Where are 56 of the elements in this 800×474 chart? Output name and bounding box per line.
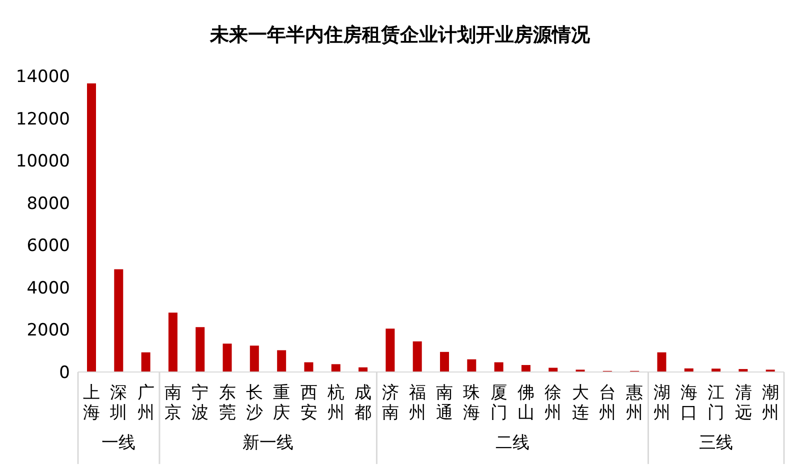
bar: [657, 352, 666, 372]
x-tick-label: 广州: [137, 383, 154, 423]
x-tick-label: 厦门: [490, 383, 508, 423]
x-tick-label: 江门: [708, 383, 725, 423]
bar: [250, 346, 259, 372]
x-tick-label: 清远: [734, 383, 752, 423]
x-tick-label: 台州: [599, 383, 616, 423]
y-tick-label: 14000: [16, 67, 70, 88]
x-tick-label: 佛山: [518, 383, 535, 423]
x-tick-label: 成都: [354, 383, 372, 423]
y-tick-label: 0: [59, 363, 70, 384]
x-tick-label: 深圳: [109, 383, 128, 423]
x-tick-label: 西安: [300, 383, 318, 423]
bar: [304, 362, 314, 372]
text: 三线: [699, 433, 734, 453]
x-tick-label: 潮州: [762, 383, 779, 423]
x-tick-label: 重庆: [273, 383, 290, 423]
x-tick-label: 南京: [164, 383, 182, 423]
y-tick-label: 8000: [26, 194, 70, 214]
chart-title: 未来一年半内住房租赁企业计划开业房源情况: [208, 23, 591, 48]
bar: [521, 365, 530, 372]
text: 新一线: [242, 433, 294, 453]
x-tick-label: 珠海: [463, 383, 480, 423]
x-tick-label: 东莞: [218, 383, 236, 423]
bar: [196, 327, 205, 372]
x-tick-label: 长沙: [246, 383, 263, 423]
x-tick-label: 湖州: [653, 383, 670, 423]
bar: [412, 341, 422, 372]
y-tick-label: 4000: [26, 278, 70, 298]
bar: [331, 364, 340, 372]
x-tick-label: 惠州: [625, 383, 644, 423]
x-tick-label: 宁波: [192, 383, 209, 423]
bar: [440, 352, 449, 372]
bar: [141, 352, 150, 372]
x-tick-label: 大连: [572, 383, 589, 423]
y-tick-label: 12000: [16, 109, 70, 130]
bar: [114, 269, 124, 372]
x-tick-label: 徐州: [544, 383, 562, 423]
bar: [168, 312, 178, 372]
x-tick-label: 济南: [382, 383, 399, 423]
x-tick-label: 福州: [408, 383, 426, 423]
x-tick-label: 海口: [680, 383, 698, 423]
bar: [222, 344, 232, 372]
bar: [277, 350, 286, 372]
text: 一线: [102, 433, 136, 453]
x-tick-label: 杭州: [326, 383, 344, 423]
y-tick-label: 2000: [26, 320, 70, 341]
x-tick-label: 南通: [436, 383, 454, 423]
bar: [386, 328, 395, 372]
bar: [467, 359, 476, 372]
x-tick-label: 上海: [83, 383, 100, 423]
y-tick-label: 10000: [16, 152, 70, 172]
y-tick-label: 6000: [26, 236, 70, 256]
text: 二线: [495, 433, 530, 453]
bar: [87, 83, 96, 372]
bar: [494, 362, 504, 372]
